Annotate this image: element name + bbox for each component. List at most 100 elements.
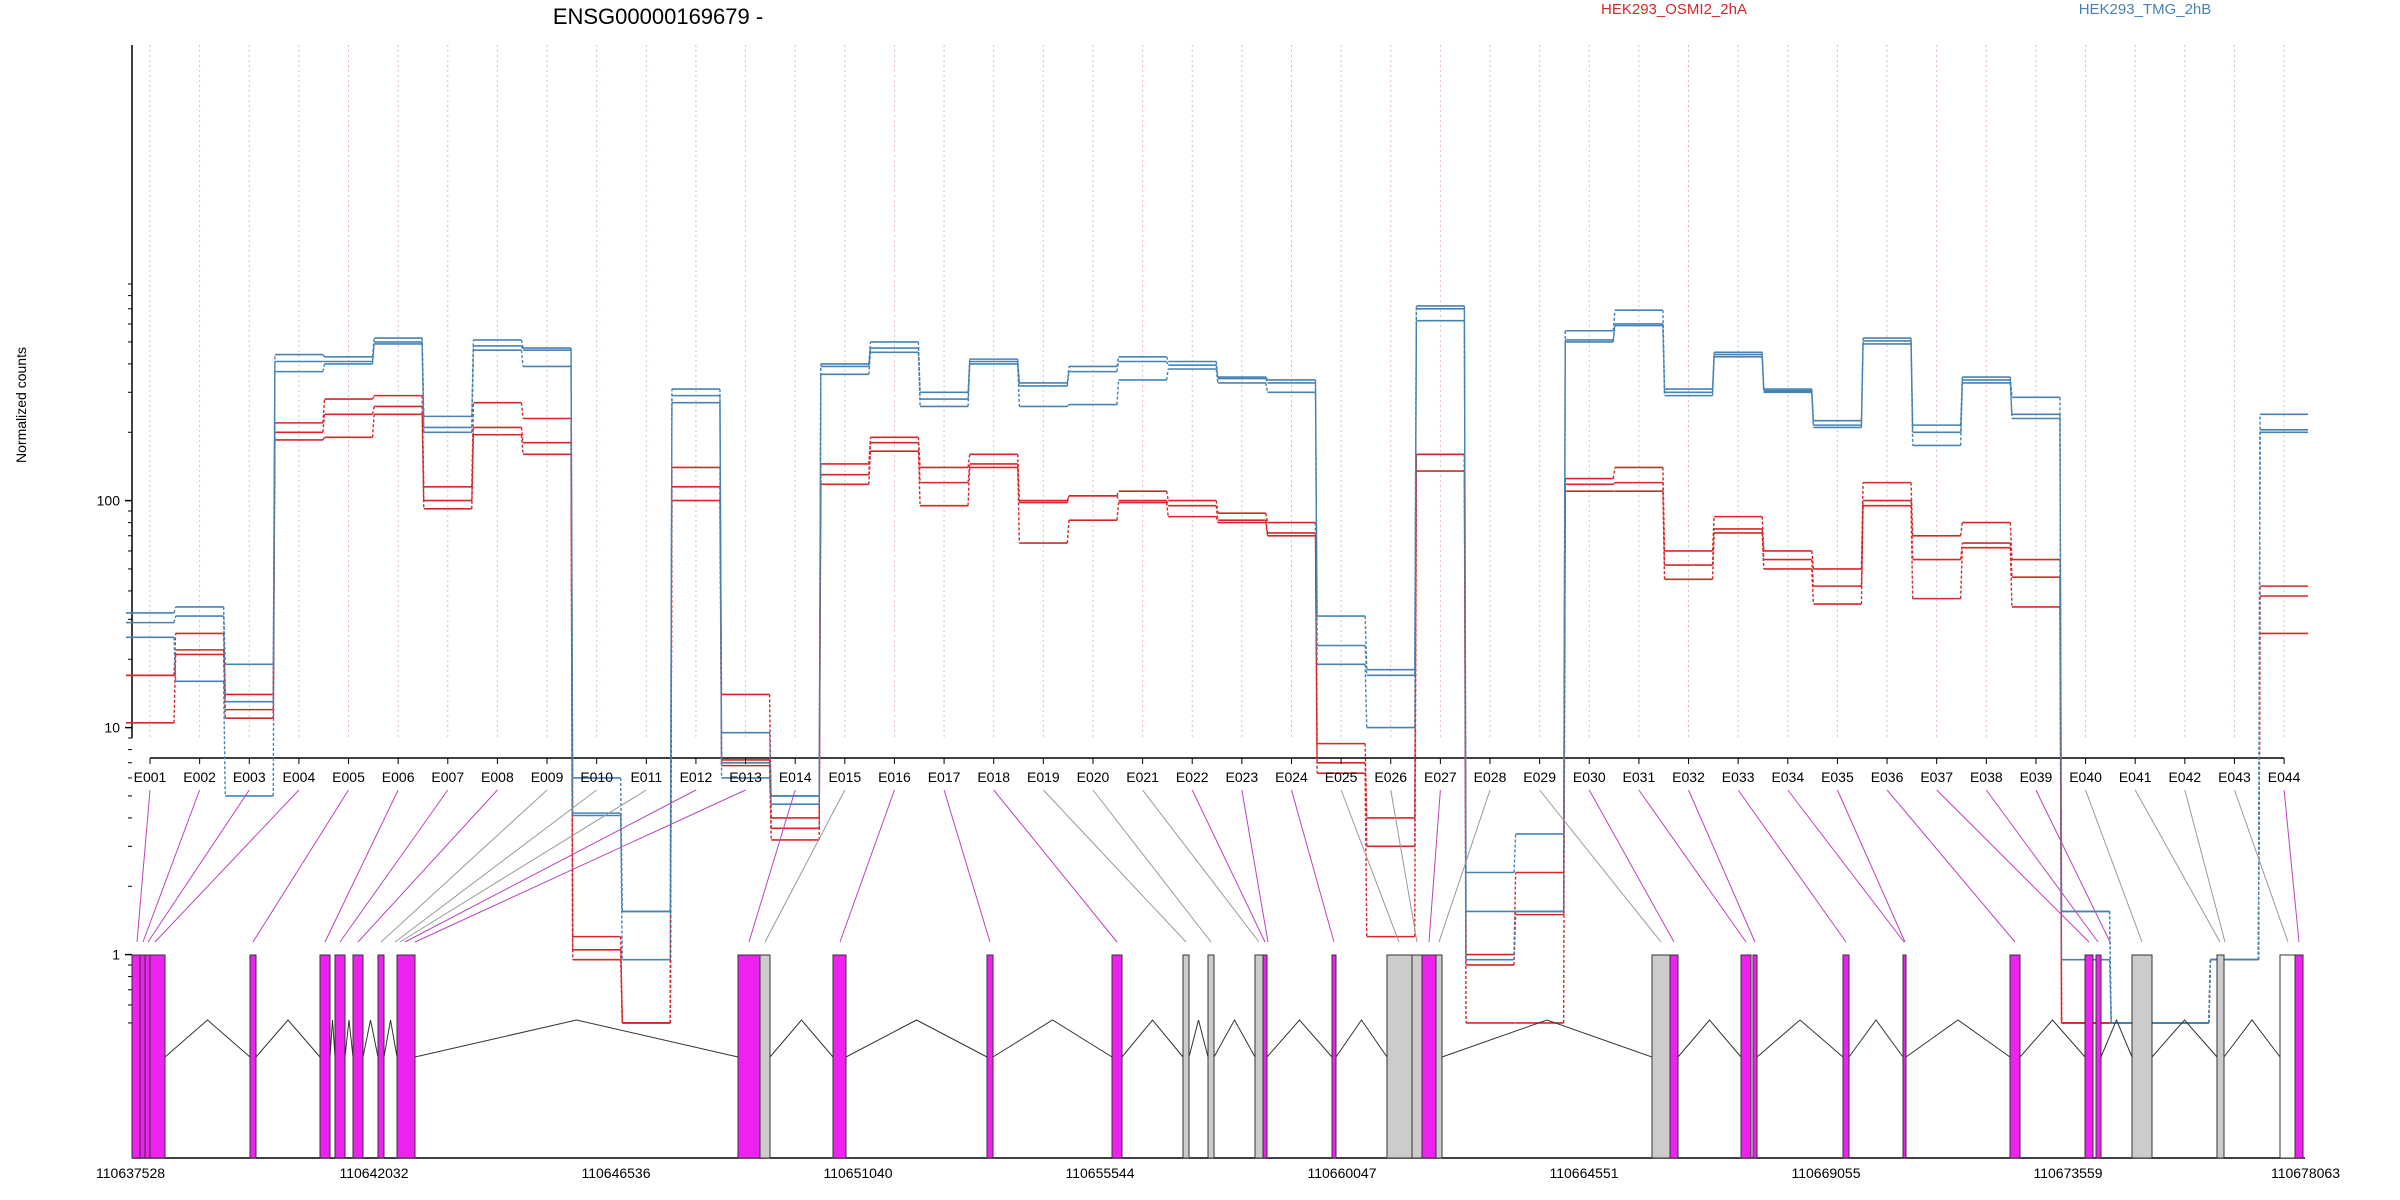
series-connector — [1860, 340, 1864, 426]
series-connector — [1860, 343, 1864, 428]
connector-line — [764, 789, 846, 943]
series-connector — [1612, 482, 1616, 485]
x-tick-label: E022 — [1176, 769, 1209, 785]
series-connector — [1612, 310, 1616, 331]
series-connector — [1116, 379, 1120, 405]
series-connector — [868, 352, 872, 375]
intron-line — [2100, 1018, 2133, 1058]
series-connector — [1314, 532, 1318, 763]
series-connector — [1116, 356, 1120, 367]
series-connector — [619, 815, 623, 960]
y-tick-label: 100 — [97, 493, 121, 509]
series-connector — [272, 371, 276, 796]
exon-block — [1207, 954, 1215, 1159]
series-connector — [520, 434, 524, 455]
x-tick-labels: E001 E002 E003 E004 E005 E006 E007 E008 E009 E010… — [134, 758, 2301, 785]
series-connector — [520, 402, 524, 419]
series-connector — [1314, 392, 1318, 665]
series-connector — [868, 347, 872, 367]
series-connector — [1959, 522, 1964, 536]
series-connector — [917, 437, 921, 468]
x-tick-label: E008 — [481, 769, 514, 785]
exon-block — [1331, 954, 1337, 1159]
series-connector — [1761, 532, 1765, 569]
series-connector — [2059, 414, 2063, 912]
series-connector — [1215, 368, 1219, 383]
series-connector — [1959, 379, 1964, 433]
series-connector — [520, 345, 524, 351]
exon-block — [1182, 954, 1190, 1159]
exon-block — [737, 954, 761, 1159]
series-connector — [1513, 872, 1517, 955]
connector-line — [1092, 789, 1212, 943]
series-connector — [1910, 505, 1914, 599]
series-connector — [1910, 343, 1914, 446]
series-connector — [818, 374, 822, 805]
series-connector — [1314, 535, 1318, 774]
series-connector — [1513, 833, 1517, 873]
series-connector — [1612, 323, 1616, 341]
x-tick-label: E005 — [332, 769, 365, 785]
connector-line — [357, 789, 498, 943]
series-connector — [1066, 371, 1070, 387]
exon-block — [2095, 954, 2102, 1159]
y-axis-label: Normalized counts — [13, 347, 29, 463]
x-tick-label: E002 — [183, 769, 216, 785]
series-connector — [1265, 378, 1269, 384]
x-tick-label: E024 — [1275, 769, 1308, 785]
connector-line — [1142, 789, 1260, 943]
x-tick-label: E034 — [1771, 769, 1804, 785]
series-connector — [371, 395, 375, 400]
connector-line — [394, 789, 597, 943]
connector-line — [1340, 789, 1400, 943]
connector-line — [1886, 789, 2016, 943]
series-connector — [1165, 361, 1169, 366]
x-tick-label: E023 — [1226, 769, 1259, 785]
x-tick-label: E038 — [1970, 769, 2003, 785]
x-tick-label: E032 — [1672, 769, 1705, 785]
series-connector — [1265, 513, 1269, 523]
x-tick-label: E014 — [779, 769, 812, 785]
series-connector — [1017, 467, 1021, 544]
x-tick-label: E042 — [2168, 769, 2201, 785]
genomic-coordinate-label: 110660047 — [1307, 1165, 1376, 1181]
series-connector — [173, 637, 177, 682]
series-connector — [371, 343, 375, 364]
connector-line — [414, 789, 746, 943]
series-connector — [917, 451, 921, 506]
series-connector — [1364, 664, 1368, 728]
exon-block — [2084, 954, 2094, 1159]
connector-line — [142, 789, 201, 943]
x-tick-label: E044 — [2268, 769, 2301, 785]
x-tick-label: E018 — [977, 769, 1010, 785]
intron-line — [769, 1019, 834, 1058]
exon-block — [2216, 954, 2225, 1159]
series-connector — [222, 681, 226, 796]
connector-line — [154, 789, 300, 943]
connector-line — [1588, 789, 1675, 943]
connector-line — [1438, 789, 1491, 943]
series-connector — [1116, 490, 1120, 497]
series-connector — [173, 606, 177, 614]
intron-line — [1441, 1019, 1653, 1058]
genomic-coordinate-label: 110669055 — [1791, 1165, 1860, 1181]
series-connector — [967, 454, 971, 468]
series-connector — [1761, 356, 1765, 393]
series-connector — [1811, 559, 1815, 587]
connector-line — [2035, 789, 2111, 943]
series-connector — [1959, 547, 1964, 599]
connector-line — [404, 789, 697, 943]
exon-block — [396, 954, 416, 1159]
exon-block — [2294, 954, 2304, 1159]
connector-line — [2233, 789, 2289, 943]
series-connector — [1959, 542, 1964, 560]
exon-block — [2279, 954, 2296, 1159]
series-connector — [2208, 959, 2212, 1023]
series-connector — [1165, 502, 1169, 517]
x-tick-label: E029 — [1523, 769, 1556, 785]
series-connector — [868, 341, 872, 364]
intron-line — [362, 1019, 379, 1058]
exon-block — [1740, 954, 1752, 1159]
genomic-coordinate-labels: 110637528 110642032 110646536 110651040 1106… — [96, 1165, 2340, 1181]
